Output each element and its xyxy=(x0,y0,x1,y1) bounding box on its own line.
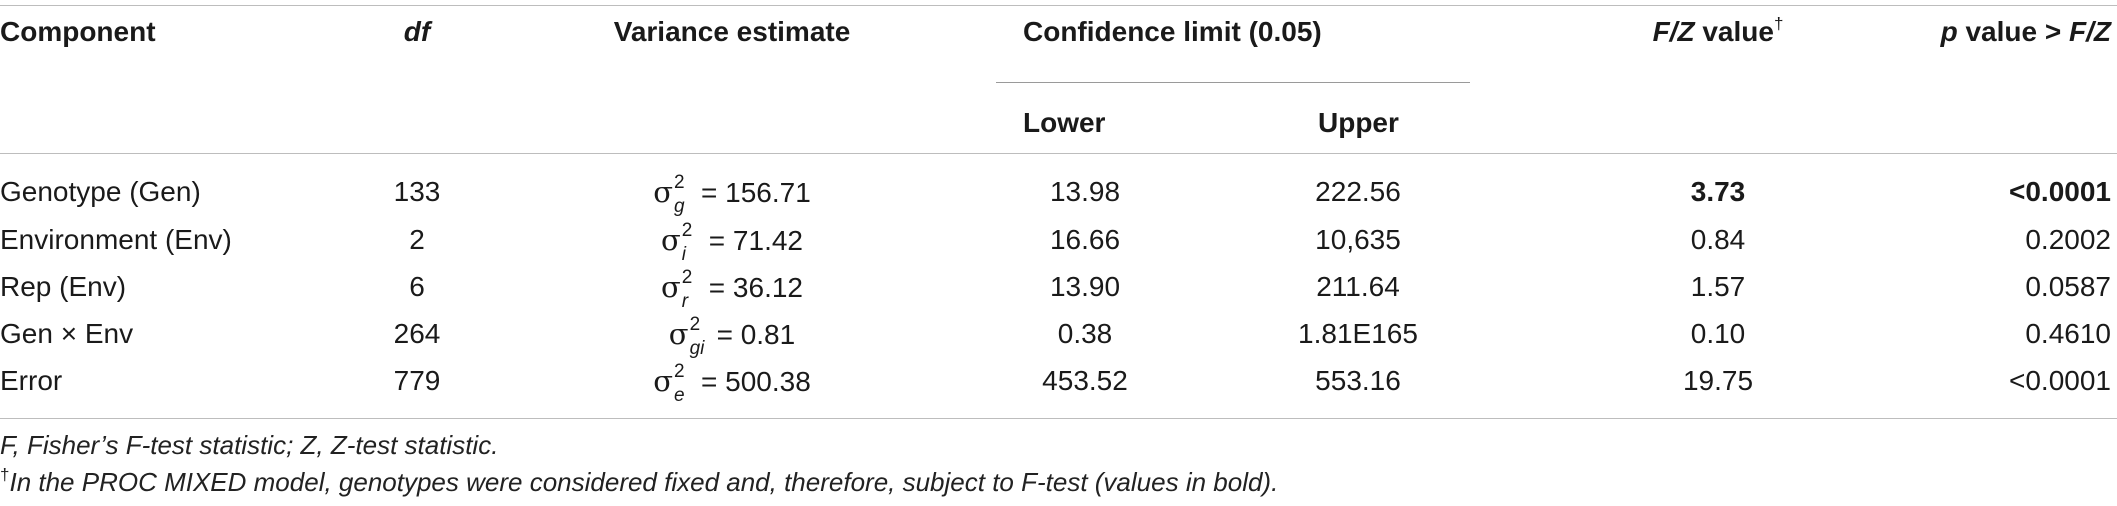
table-top-rule xyxy=(0,5,2117,6)
sigma-symbol: σ xyxy=(661,270,681,304)
row-upper: 10,635 xyxy=(1315,224,1401,255)
row-df: 6 xyxy=(409,271,425,302)
row-fz-value: 3.73 xyxy=(1690,176,1746,207)
row-lower: 0.38 xyxy=(1057,318,1113,349)
sigma-subscript: g xyxy=(674,196,685,217)
row-p-value: <0.0001 xyxy=(2009,365,2111,396)
header-fz-value: F/Z value† xyxy=(1652,14,1784,48)
footnote-dagger: †In the PROC MIXED model, genotypes were… xyxy=(0,465,1279,497)
sigma-subscript: e xyxy=(674,385,685,406)
row-variance-estimate: σ 2 e = 500.38 xyxy=(653,361,811,406)
estimate-value: = 156.71 xyxy=(701,177,811,208)
sigma-superscript: 2 xyxy=(681,220,693,241)
estimate-value: = 36.12 xyxy=(708,272,803,303)
row-variance-estimate: σ 2 i = 71.42 xyxy=(661,220,803,265)
row-upper: 553.16 xyxy=(1315,365,1401,396)
header-p-end: F/Z xyxy=(2069,16,2111,47)
row-component: Error xyxy=(0,365,63,396)
footnote-abbreviations: F, Fisher’s F-test statistic; Z, Z-test … xyxy=(0,430,499,460)
header-p-mid: value > xyxy=(1957,16,2069,47)
sigma-subscript: r xyxy=(681,291,689,312)
row-lower: 13.90 xyxy=(1049,271,1121,302)
row-df: 264 xyxy=(393,318,441,349)
row-df: 133 xyxy=(393,176,441,207)
row-fz-value: 0.10 xyxy=(1690,318,1746,349)
header-fz-rest: value xyxy=(1694,16,1774,47)
header-confidence-limit: Confidence limit (0.05) xyxy=(1023,16,1322,47)
row-variance-estimate: σ 2 r = 36.12 xyxy=(661,267,803,312)
row-component: Rep (Env) xyxy=(0,271,127,302)
estimate-value: = 71.42 xyxy=(708,225,803,256)
header-bottom-rule xyxy=(0,153,2117,154)
row-variance-estimate: σ 2 g = 156.71 xyxy=(653,172,811,217)
row-p-value: 0.2002 xyxy=(2025,224,2111,255)
sigma-scripts: 2 gi xyxy=(689,314,711,359)
header-p-italic: p xyxy=(1940,16,1958,47)
row-df: 2 xyxy=(409,224,425,255)
footnote-dagger-text: In the PROC MIXED model, genotypes were … xyxy=(9,467,1279,497)
row-upper: 222.56 xyxy=(1315,176,1401,207)
row-fz-value: 1.57 xyxy=(1690,271,1746,302)
row-fz-value: 19.75 xyxy=(1682,365,1754,396)
sigma-symbol: σ xyxy=(653,364,674,398)
dagger-mark: † xyxy=(1773,14,1784,33)
header-component: Component xyxy=(0,16,156,47)
row-variance-estimate: σ 2 gi = 0.81 xyxy=(668,314,796,359)
row-fz-value: 0.84 xyxy=(1690,224,1746,255)
sigma-superscript: 2 xyxy=(681,267,693,288)
estimate-value: = 0.81 xyxy=(716,319,796,350)
estimate-value: = 500.38 xyxy=(701,366,811,397)
row-lower: 453.52 xyxy=(1042,365,1128,396)
row-component: Environment (Env) xyxy=(0,224,232,255)
header-df: df xyxy=(404,16,430,48)
footnote-dagger-mark: † xyxy=(0,465,10,484)
row-lower: 13.98 xyxy=(1049,176,1121,207)
row-lower: 16.66 xyxy=(1049,224,1121,255)
sigma-superscript: 2 xyxy=(674,361,685,382)
row-p-value: 0.4610 xyxy=(2025,318,2111,349)
header-fz-italic: F/Z xyxy=(1652,16,1695,47)
sigma-superscript: 2 xyxy=(689,314,701,335)
confidence-limit-underline xyxy=(996,82,1470,83)
row-p-value: <0.0001 xyxy=(2009,176,2111,207)
header-lower: Lower xyxy=(1023,107,1106,138)
sigma-symbol: σ xyxy=(668,317,689,351)
header-p-value: p value > F/Z xyxy=(1941,16,2111,48)
sigma-subscript: gi xyxy=(689,338,705,359)
row-p-value: 0.0587 xyxy=(2025,271,2111,302)
header-df-label: df xyxy=(403,16,431,47)
header-variance-estimate: Variance estimate xyxy=(613,16,851,47)
header-upper: Upper xyxy=(1318,107,1399,138)
row-upper: 1.81E165 xyxy=(1298,318,1418,349)
sigma-symbol: σ xyxy=(653,175,674,209)
row-component: Gen × Env xyxy=(0,318,134,349)
row-upper: 211.64 xyxy=(1316,271,1400,302)
row-component: Genotype (Gen) xyxy=(0,176,201,207)
sigma-subscript: i xyxy=(681,244,687,265)
sigma-superscript: 2 xyxy=(674,172,685,193)
sigma-symbol: σ xyxy=(661,223,681,257)
table-bottom-rule xyxy=(0,418,2117,419)
row-df: 779 xyxy=(393,365,441,396)
